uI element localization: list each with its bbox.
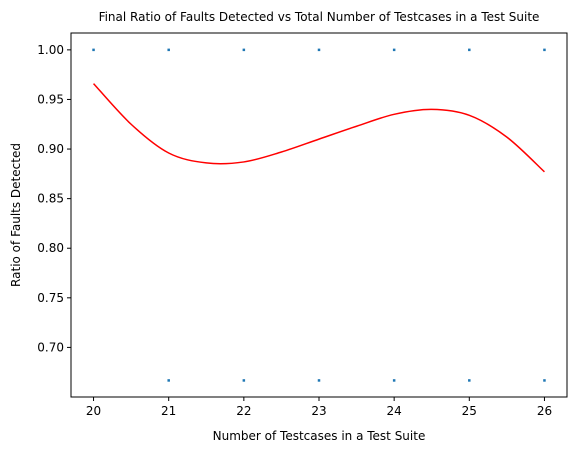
x-tick-label: 20 [86, 404, 101, 418]
x-axis: 20 21 22 23 24 25 26 [86, 397, 552, 418]
axes-frame [70, 32, 568, 398]
x-tick-label: 23 [311, 404, 326, 418]
scatter-point [392, 48, 396, 52]
x-tick-label: 25 [462, 404, 477, 418]
x-tick-label: 22 [236, 404, 251, 418]
y-tick-label: 0.70 [37, 340, 64, 354]
y-tick-label: 0.85 [37, 192, 64, 206]
scatter-point [242, 48, 246, 52]
x-axis-label: Number of Testcases in a Test Suite [213, 429, 426, 443]
x-tick-label: 26 [537, 404, 552, 418]
y-tick-label: 0.95 [37, 92, 64, 106]
y-tick-label: 0.80 [37, 241, 64, 255]
fit-curve-line [92, 83, 545, 173]
scatter-point [317, 379, 321, 382]
scatter-point [543, 48, 546, 52]
scatter-point [543, 379, 546, 382]
y-tick-label: 1.00 [37, 43, 64, 57]
scatter-point [392, 379, 396, 382]
scatter-point [167, 48, 170, 52]
chart-title: Final Ratio of Faults Detected vs Total … [99, 10, 540, 24]
y-tick-label: 0.90 [37, 142, 64, 156]
scatter-point [242, 379, 246, 382]
x-tick-label: 24 [387, 404, 402, 418]
y-axis-label: Ratio of Faults Detected [9, 143, 23, 287]
scatter-point [167, 379, 170, 382]
y-tick-label: 0.75 [37, 291, 64, 305]
scatter-point [317, 48, 321, 52]
scatter-point [468, 48, 471, 52]
x-tick-label: 21 [161, 404, 176, 418]
scatter-point [468, 379, 471, 382]
scatter-point [92, 48, 95, 52]
plot-area [92, 48, 546, 382]
y-axis: 0.70 0.75 0.80 0.85 0.90 0.95 1.00 [37, 43, 71, 354]
